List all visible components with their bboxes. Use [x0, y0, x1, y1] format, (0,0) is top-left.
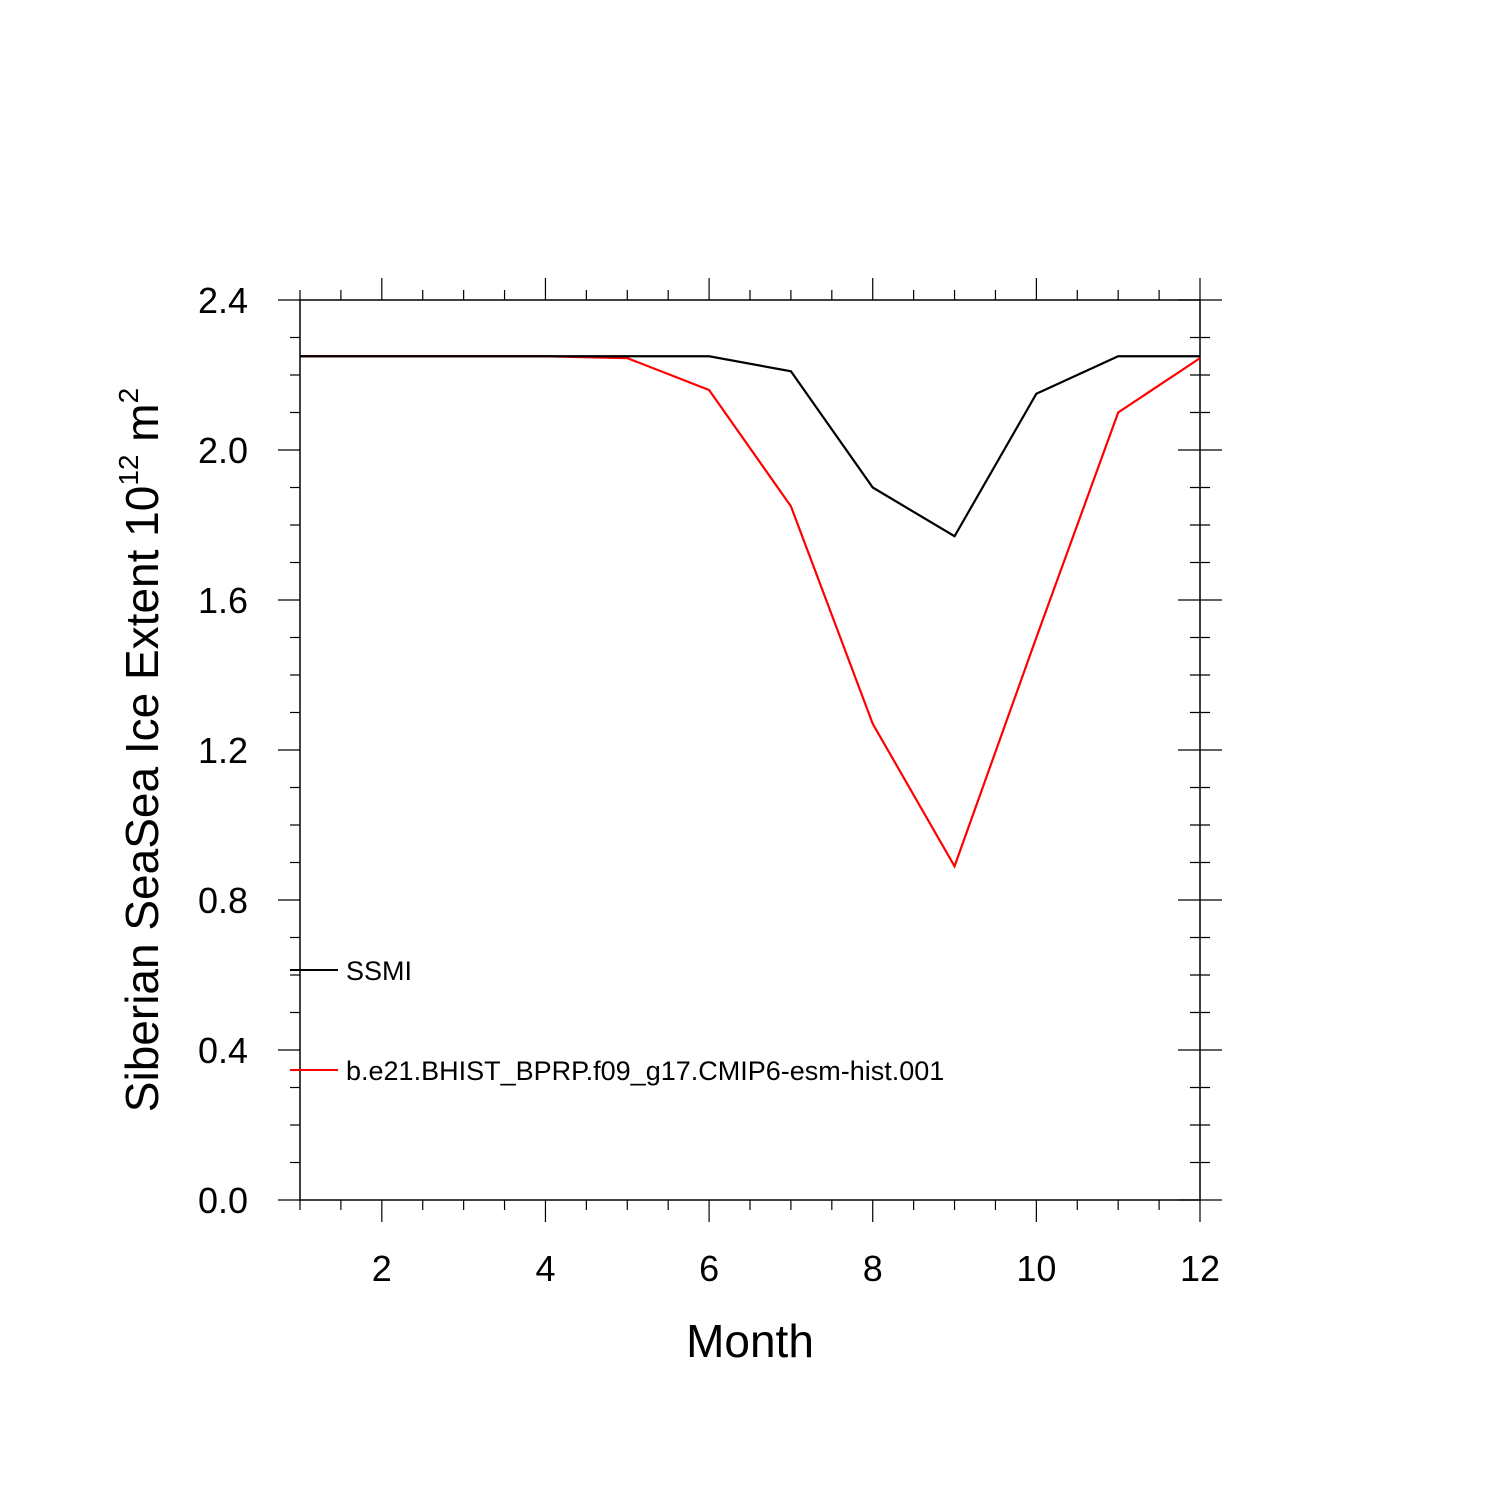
tick-labels: 2 4 6 8 10 12 0.0 0.4 0.8 1.2 1.6 2.0 2.4 [198, 280, 1220, 1289]
x-tick-label: 4 [535, 1248, 555, 1289]
y-axis-title-exponent: 12 [113, 455, 144, 486]
y-axis-title-unit: m [116, 403, 168, 454]
y-axis-title-main: Siberian SeaSea Ice Extent 10 [116, 486, 168, 1113]
y-axis-title: Siberian SeaSea Ice Extent 1012 m2 [113, 388, 168, 1112]
y-axis-title-unit-exponent: 2 [113, 388, 144, 404]
y-tick-label: 0.8 [198, 880, 248, 921]
x-axis-title: Month [686, 1315, 814, 1367]
x-tick-label: 12 [1180, 1248, 1220, 1289]
legend: SSMI b.e21.BHIST_BPRP.f09_g17.CMIP6-esm-… [290, 956, 944, 1086]
y-tick-label: 1.2 [198, 730, 248, 771]
series-layer [300, 356, 1200, 866]
y-tick-label: 0.0 [198, 1180, 248, 1221]
series-line-model [300, 356, 1200, 866]
x-tick-label: 6 [699, 1248, 719, 1289]
legend-label-ssmi: SSMI [346, 956, 412, 986]
x-tick-label: 2 [372, 1248, 392, 1289]
legend-label-model: b.e21.BHIST_BPRP.f09_g17.CMIP6-esm-hist.… [346, 1056, 944, 1086]
y-tick-label: 2.0 [198, 430, 248, 471]
y-tick-label: 2.4 [198, 280, 248, 321]
y-tick-label: 1.6 [198, 580, 248, 621]
x-tick-label: 8 [863, 1248, 883, 1289]
x-tick-label: 10 [1016, 1248, 1056, 1289]
y-tick-label: 0.4 [198, 1030, 248, 1071]
